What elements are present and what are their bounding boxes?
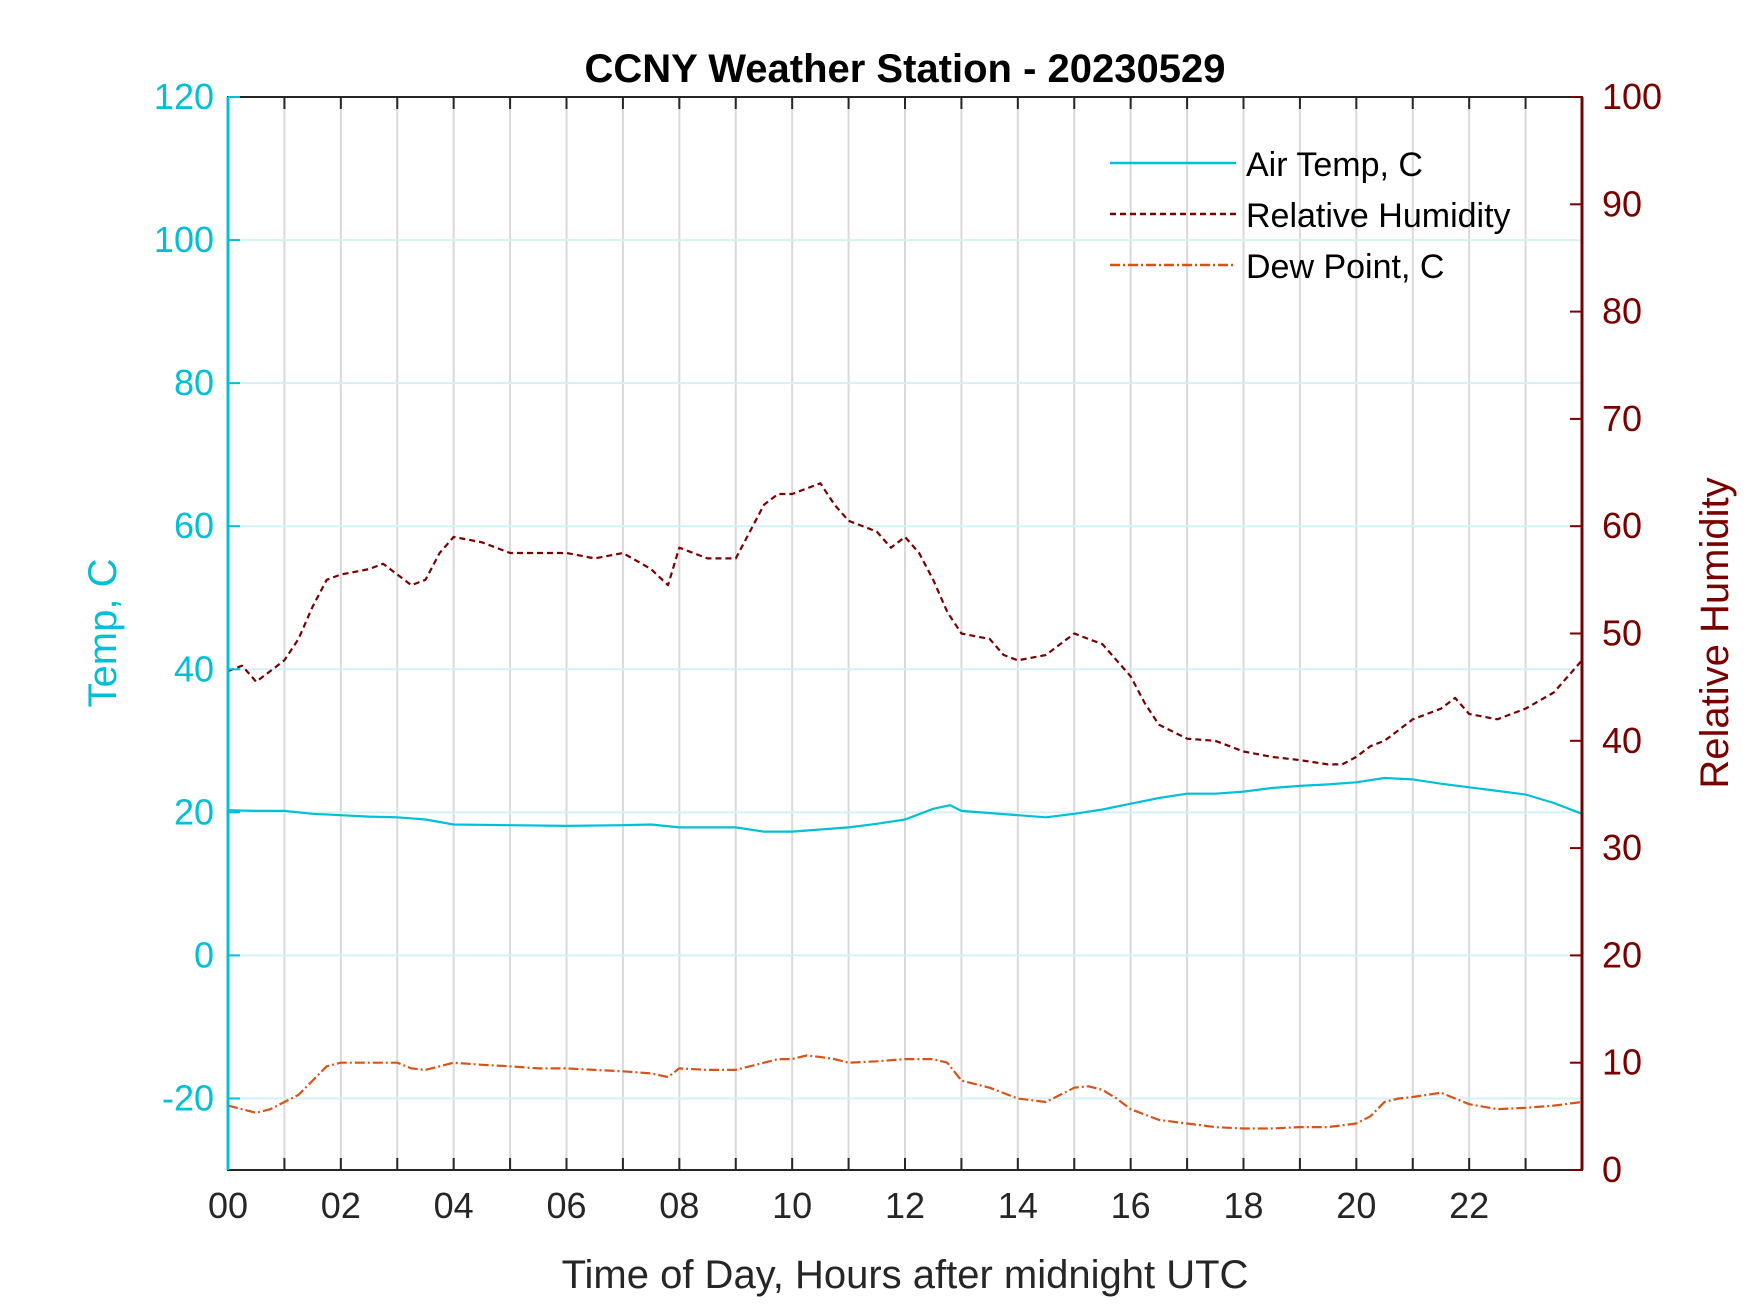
x-tick-label: 10 — [772, 1185, 812, 1226]
series-dew-point — [227, 1054, 1583, 1130]
series-relative-humidity — [227, 482, 1583, 766]
x-tick-label: 08 — [659, 1185, 699, 1226]
grid — [228, 96, 1582, 1170]
y-left-tick-label: 0 — [194, 934, 214, 975]
y-right-tick-label: 90 — [1602, 183, 1642, 224]
x-tick-label: 22 — [1449, 1185, 1489, 1226]
y-left-tick-label: 80 — [174, 362, 214, 403]
x-tick-label: 00 — [208, 1185, 248, 1226]
y-right-tick-label: 100 — [1602, 76, 1662, 117]
y-right-tick-label: 0 — [1602, 1149, 1622, 1190]
y-right-tick-label: 60 — [1602, 505, 1642, 546]
x-tick-label: 06 — [546, 1185, 586, 1226]
y-left-tick-label: 120 — [154, 76, 214, 117]
legend-label-relative-humidity: Relative Humidity — [1246, 197, 1511, 235]
y-left-tick-label: 60 — [174, 505, 214, 546]
x-tick-label: 14 — [998, 1185, 1038, 1226]
y-left-tick-label: -20 — [162, 1077, 214, 1118]
x-tick-label: 20 — [1336, 1185, 1376, 1226]
y-left-tick-label: 40 — [174, 648, 214, 689]
left-axis-label: Temp, C — [81, 559, 125, 708]
x-tick-label: 18 — [1223, 1185, 1263, 1226]
y-right-tick-label: 70 — [1602, 398, 1642, 439]
chart-title: CCNY Weather Station - 20230529 — [585, 47, 1226, 91]
series-air-temp — [227, 776, 1583, 833]
x-axis-label: Time of Day, Hours after midnight UTC — [562, 1253, 1249, 1297]
x-tick-label: 02 — [321, 1185, 361, 1226]
y-right-tick-label: 40 — [1602, 720, 1642, 761]
right-axis-label: Relative Humidity — [1693, 477, 1737, 788]
ticks: 00 02 04 06 08 10 12 14 16 18 20 22-200204060801001… — [154, 76, 1662, 1226]
x-tick-label: 12 — [885, 1185, 925, 1226]
y-right-tick-label: 10 — [1602, 1042, 1642, 1083]
legend-label-dew-point: Dew Point, C — [1246, 248, 1444, 286]
legend: Air Temp, C Relative Humidity Dew Point,… — [1110, 146, 1511, 286]
y-right-tick-label: 20 — [1602, 934, 1642, 975]
series-layer — [227, 482, 1583, 1130]
y-right-tick-label: 80 — [1602, 291, 1642, 332]
y-right-tick-label: 50 — [1602, 613, 1642, 654]
y-left-tick-label: 100 — [154, 219, 214, 260]
y-right-tick-label: 30 — [1602, 827, 1642, 868]
x-tick-label: 04 — [434, 1185, 474, 1226]
legend-label-air-temp: Air Temp, C — [1246, 146, 1423, 184]
x-tick-label: 16 — [1111, 1185, 1151, 1226]
y-left-tick-label: 20 — [174, 791, 214, 832]
